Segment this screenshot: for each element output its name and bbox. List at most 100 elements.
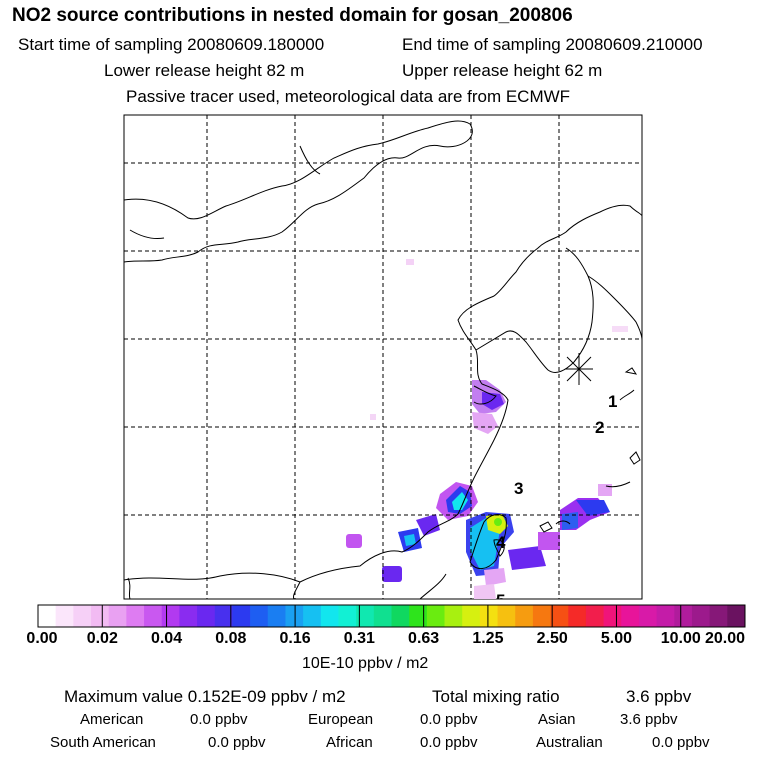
colorbar	[37, 604, 746, 628]
colorbar-cell	[144, 605, 163, 627]
region-name: European	[308, 711, 374, 728]
concentration-cell	[346, 534, 362, 548]
colorbar-cell	[621, 605, 640, 627]
colorbar-cell	[656, 605, 675, 627]
region-name: Asian	[538, 711, 576, 728]
colorbar-cell	[674, 605, 693, 627]
colorbar-tick-label: 0.00	[26, 630, 58, 647]
concentration-cell	[406, 259, 414, 265]
colorbar-cell	[515, 605, 534, 627]
colorbar-cell	[356, 605, 375, 627]
concentration-cell	[562, 512, 578, 530]
trajectory-label: 1	[608, 392, 617, 411]
lower-release-label: Lower release height 82 m	[104, 61, 305, 80]
region-value: 0.0 ppbv	[652, 734, 710, 751]
concentration-cell	[484, 568, 506, 586]
region-name: South American	[50, 734, 156, 751]
colorbar-cell	[55, 605, 74, 627]
colorbar-cell	[426, 605, 445, 627]
region-value: 0.0 ppbv	[420, 711, 478, 728]
colorbar-tick-label: 5.00	[600, 630, 633, 647]
colorbar-cell	[497, 605, 516, 627]
region-value: 0.0 ppbv	[190, 711, 248, 728]
colorbar-cell	[550, 605, 569, 627]
colorbar-tick-label: 10.00	[660, 630, 701, 647]
region-name: African	[326, 734, 373, 751]
trajectory-label: 2	[595, 418, 604, 437]
concentration-cell	[612, 326, 628, 332]
colorbar-cell	[267, 605, 286, 627]
colorbar-cell	[603, 605, 622, 627]
map-title: NO2 source contributions in nested domai…	[12, 5, 573, 26]
colorbar-cell	[479, 605, 498, 627]
trajectory-labels: 1 2 3 4 5	[496, 392, 617, 610]
colorbar-cell	[91, 605, 110, 627]
region-value: 0.0 ppbv	[420, 734, 478, 751]
colorbar-cell	[320, 605, 339, 627]
colorbar-cell	[232, 605, 251, 627]
colorbar-tick-label: 0.31	[343, 630, 375, 647]
upper-release-label: Upper release height 62 m	[402, 61, 603, 80]
colorbar-tick-label: 0.02	[86, 630, 118, 647]
colorbar-cell	[691, 605, 711, 627]
colorbar-tick-label: 0.63	[408, 630, 440, 647]
colorbar-cell	[462, 605, 481, 627]
colorbar-cell	[250, 605, 269, 627]
colorbar-cell	[709, 605, 728, 627]
concentration-cell	[370, 414, 376, 420]
colorbar-cell	[373, 605, 392, 627]
start-time-label: Start time of sampling 20080609.180000	[18, 35, 325, 54]
concentration-cell	[472, 412, 498, 434]
colorbar-cell	[38, 605, 57, 627]
concentration-cell	[538, 532, 560, 550]
maximum-value-label: Maximum value 0.152E-09 ppbv / m2	[64, 687, 346, 706]
region-name: Australian	[536, 734, 603, 751]
concentration-cell	[416, 514, 440, 536]
concentration-cell	[576, 500, 610, 516]
colorbar-cell	[568, 605, 587, 627]
colorbar-cell	[161, 605, 180, 627]
colorbar-outline	[37, 604, 746, 628]
colorbar-cell	[179, 605, 198, 627]
trajectory-label: 3	[514, 479, 523, 498]
colorbar-cell	[727, 605, 746, 627]
colorbar-cell	[409, 605, 428, 627]
end-time-label: End time of sampling 20080609.210000	[402, 35, 703, 54]
colorbar-tick-label: 2.50	[536, 630, 568, 647]
colorbar-cell	[303, 605, 322, 627]
total-mixing-ratio-label: Total mixing ratio	[432, 687, 560, 706]
gosan-receptor-star	[565, 353, 593, 385]
trajectory-label: 4	[496, 533, 506, 552]
colorbar-tick-label: 0.08	[215, 630, 247, 647]
tracer-note: Passive tracer used, meteorological data…	[126, 87, 571, 106]
total-mixing-ratio-value: 3.6 ppbv	[626, 687, 692, 706]
concentration-cell	[482, 392, 504, 410]
colorbar-cell	[197, 605, 216, 627]
concentration-cell	[474, 584, 496, 599]
lat-lon-grid	[124, 115, 642, 599]
colorbar-cell	[285, 605, 304, 627]
concentration-cell	[452, 492, 468, 510]
concentration-field	[346, 259, 628, 599]
colorbar-cell	[638, 605, 658, 627]
concentration-cell	[598, 484, 612, 496]
region-value: 3.6 ppbv	[620, 711, 678, 728]
region-value: 0.0 ppbv	[208, 734, 266, 751]
colorbar-tick-label: 20.00	[704, 630, 746, 647]
colorbar-tick-label: 0.04	[150, 630, 183, 647]
concentration-cell	[508, 546, 546, 570]
colorbar-cell	[214, 605, 233, 627]
coastlines	[124, 120, 642, 599]
colorbar-tick-label: 0.16	[279, 630, 311, 647]
concentration-cell	[404, 534, 416, 546]
colorbar-unit-label: 10E-10 ppbv / m2	[302, 655, 429, 672]
concentration-cell	[382, 566, 402, 582]
colorbar-cell	[391, 605, 410, 627]
colorbar-cell	[338, 605, 357, 627]
colorbar-cell	[532, 605, 551, 627]
trajectory-label: 5	[496, 591, 505, 610]
colorbar-cell	[126, 605, 145, 627]
concentration-cell	[494, 518, 502, 526]
colorbar-cell	[444, 605, 463, 627]
